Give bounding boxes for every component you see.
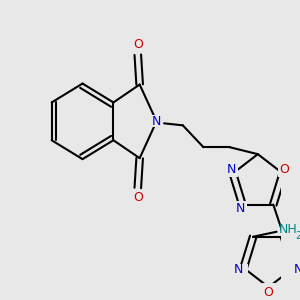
Bar: [150, 116, 163, 127]
Text: 2: 2: [295, 231, 300, 241]
Text: O: O: [133, 191, 143, 204]
Bar: [262, 283, 275, 295]
Bar: [234, 201, 247, 212]
Bar: [278, 166, 291, 177]
Text: N: N: [226, 163, 236, 176]
Text: O: O: [264, 286, 274, 298]
Bar: [132, 41, 143, 53]
Text: N: N: [236, 202, 245, 215]
Bar: [235, 264, 248, 276]
Bar: [132, 190, 143, 202]
Text: N: N: [234, 263, 244, 276]
Bar: [224, 166, 238, 177]
Text: NH: NH: [278, 223, 297, 236]
Text: O: O: [133, 38, 143, 51]
Text: O: O: [280, 163, 290, 176]
Text: N: N: [294, 263, 300, 276]
Bar: [289, 264, 300, 276]
Text: N: N: [152, 115, 161, 128]
